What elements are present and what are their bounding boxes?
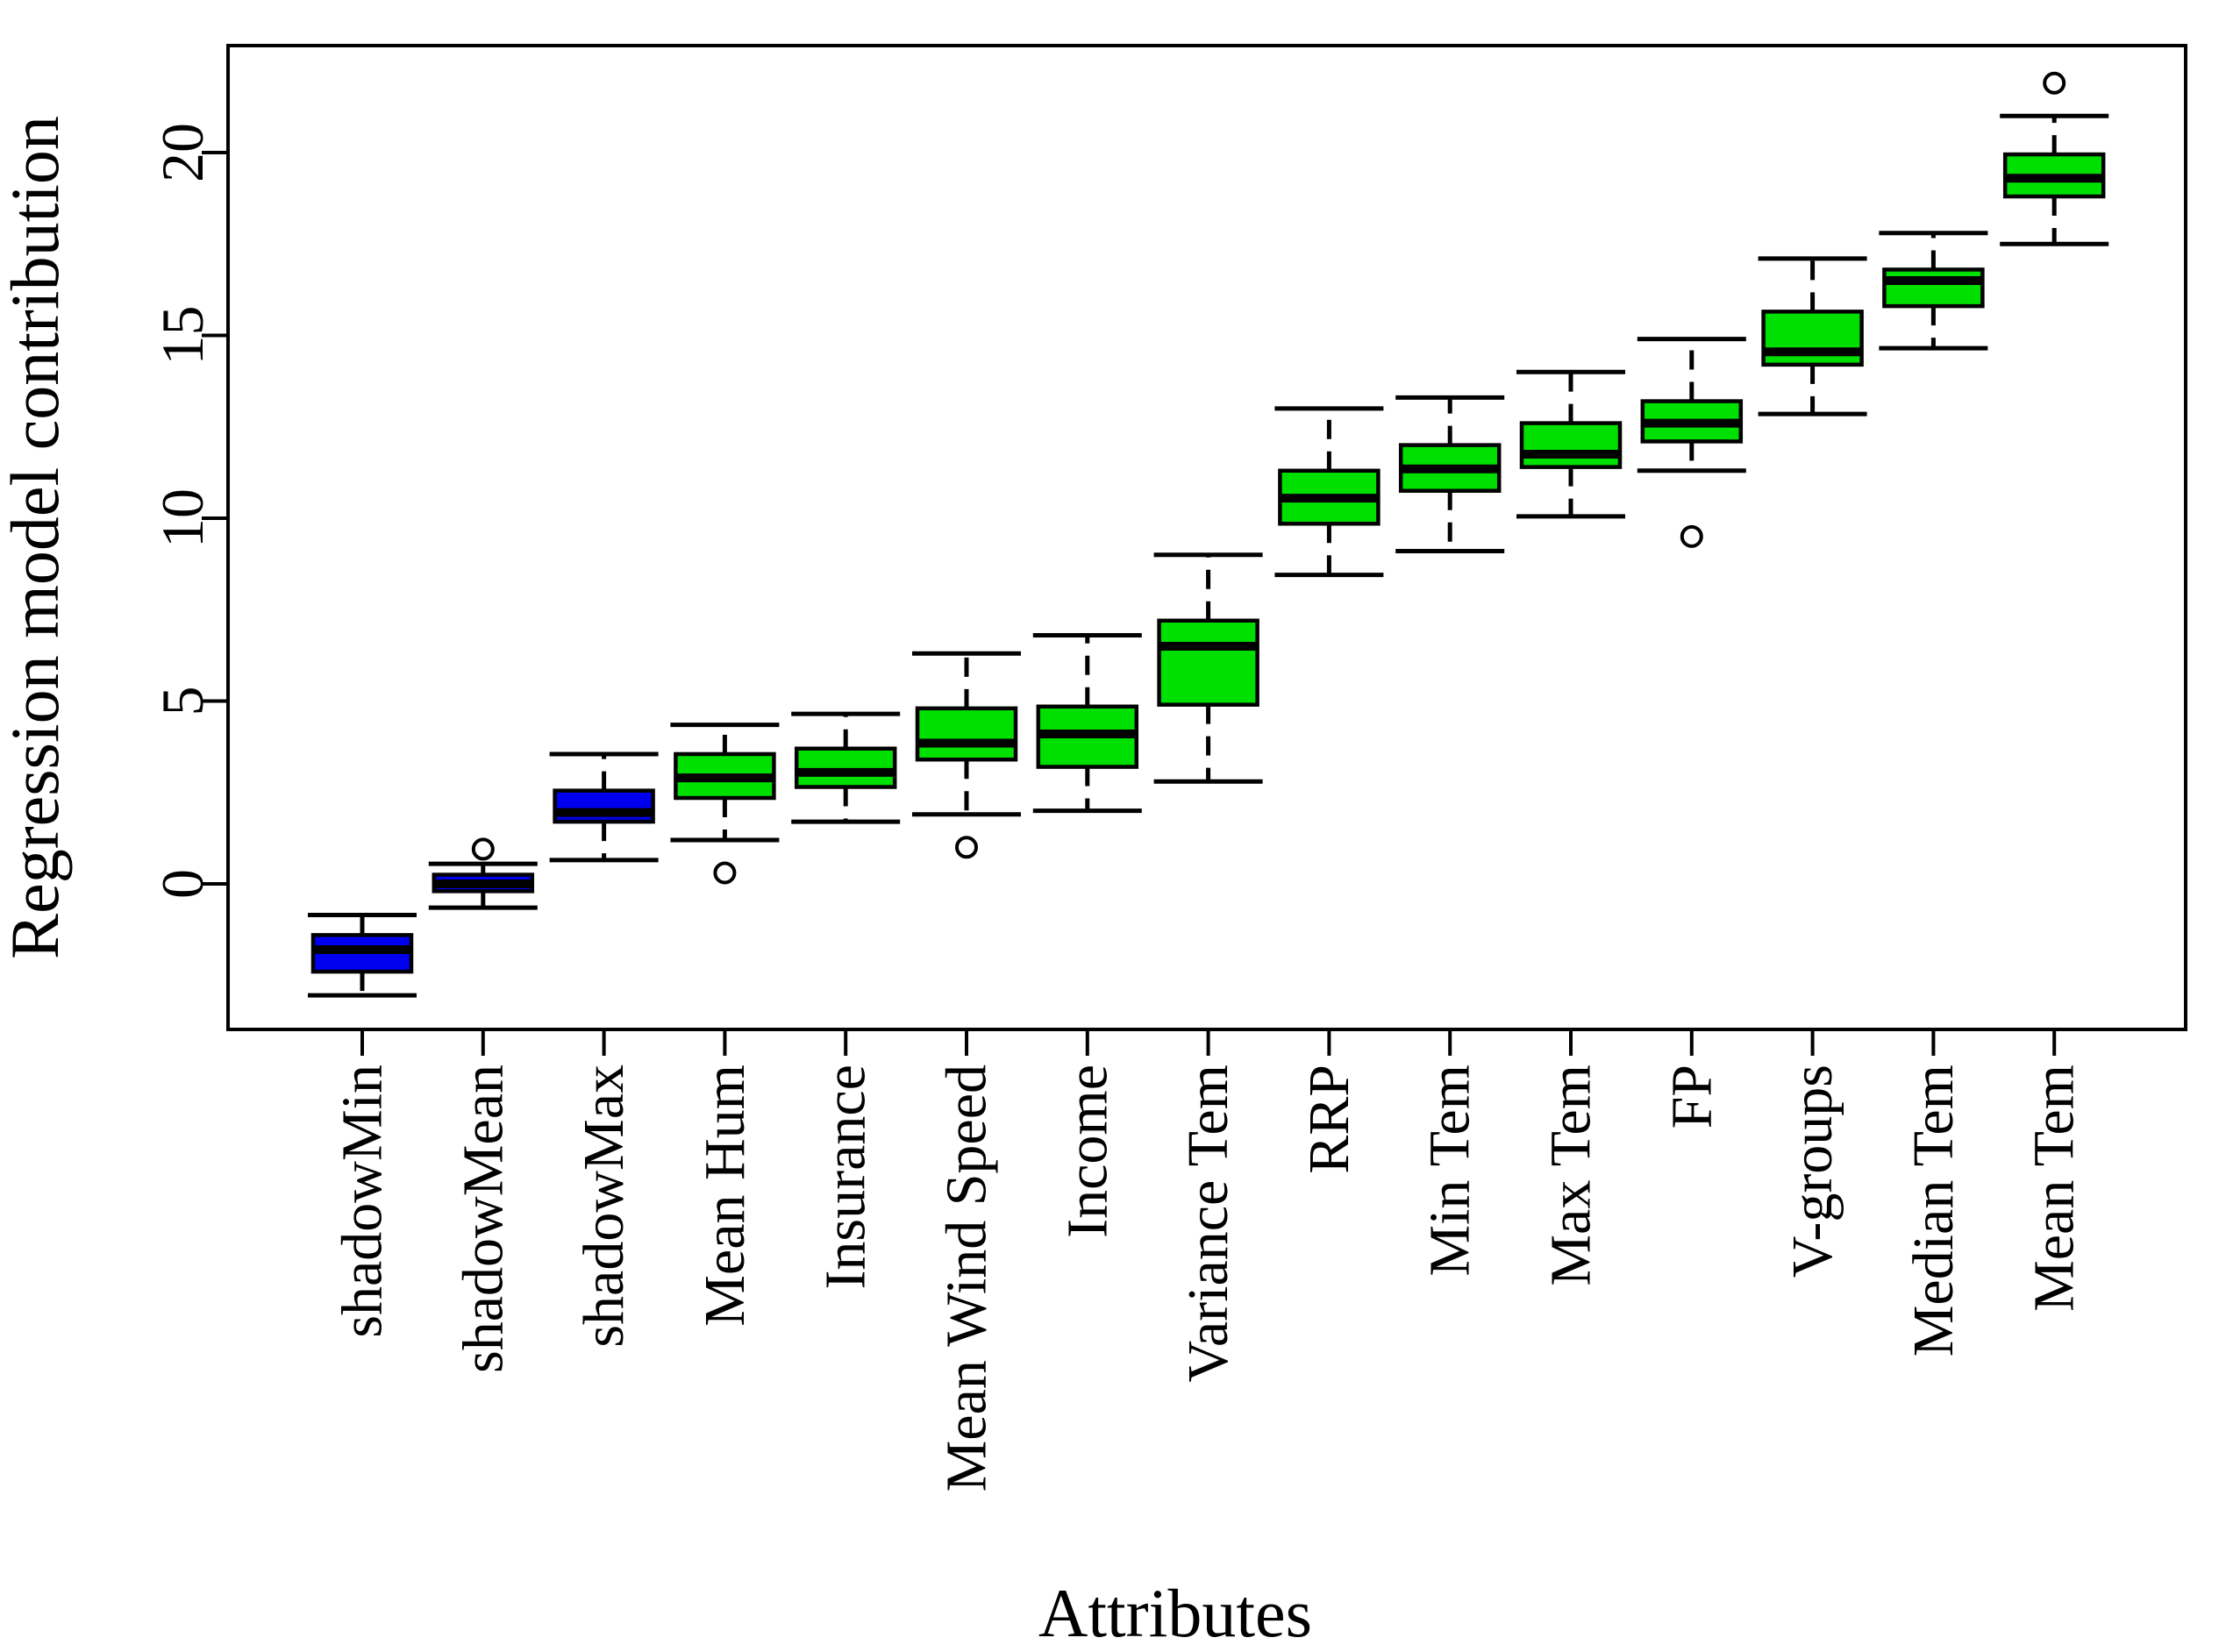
- boxes-layer: 0 5 10 15 20 shadowMin shadowMean shadowMax Mean…: [149, 71, 2109, 1492]
- box-income: [1032, 632, 1142, 814]
- x-tick-label: Income: [1055, 1065, 1119, 1238]
- box-variance-tem: [1153, 552, 1263, 784]
- box-mean-wind-speed: [912, 651, 1021, 859]
- x-tick-label: shadowMean: [451, 1065, 515, 1373]
- x-axis-title: Attributes: [1038, 1575, 1312, 1651]
- y-tick-label: 5: [149, 687, 216, 716]
- box-rrp: [1274, 406, 1384, 578]
- x-tick-label: shadowMax: [572, 1065, 636, 1348]
- x-tick-label: V-groups: [1780, 1065, 1844, 1278]
- y-tick-label: 15: [149, 306, 216, 366]
- box-shadowmin: [308, 912, 417, 998]
- box-insurance: [791, 711, 901, 824]
- iqr-box: [1519, 421, 1623, 469]
- box-fp: [1637, 337, 1746, 548]
- box-v-groups: [1758, 256, 1867, 417]
- x-tick-label: Insurance: [814, 1065, 878, 1290]
- iqr-box: [794, 746, 897, 789]
- iqr-box: [1761, 310, 1864, 367]
- outlier-point: [2043, 71, 2066, 95]
- box-shadowmean: [428, 837, 538, 910]
- y-tick-label: 10: [149, 488, 216, 548]
- box-mean-tem: [2000, 71, 2109, 246]
- box-shadowmax: [549, 751, 659, 863]
- x-tick-label: Variance Tem: [1176, 1065, 1240, 1382]
- y-axis-title: Regression model contribution: [0, 116, 73, 959]
- x-tick-label: Mean Hum: [693, 1065, 757, 1327]
- y-tick-label: 0: [149, 869, 216, 899]
- y-tick-label: 20: [149, 123, 216, 182]
- iqr-box: [1882, 267, 1985, 309]
- box-min-tem: [1395, 395, 1505, 554]
- x-tick-label: Mean Tem: [2023, 1065, 2087, 1312]
- iqr-box: [553, 788, 655, 824]
- x-tick-label: Median Tem: [1901, 1065, 1966, 1356]
- x-tick-label: Min Tem: [1418, 1065, 1482, 1277]
- iqr-box: [915, 706, 1018, 762]
- outlier-point: [713, 861, 737, 885]
- box-max-tem: [1516, 369, 1625, 519]
- outlier-point: [955, 836, 978, 859]
- x-tick-label: RRP: [1297, 1065, 1361, 1174]
- x-tick-label: shadowMin: [331, 1065, 395, 1338]
- iqr-box: [1157, 618, 1259, 707]
- box-median-tem: [1879, 231, 1988, 351]
- x-tick-label: Max Tem: [1539, 1065, 1603, 1286]
- x-tick-label: FP: [1659, 1065, 1723, 1129]
- outlier-point: [471, 837, 495, 861]
- box-mean-hum: [670, 723, 780, 885]
- x-tick-label: Mean Wind Speed: [935, 1065, 999, 1492]
- outlier-point: [1680, 524, 1703, 548]
